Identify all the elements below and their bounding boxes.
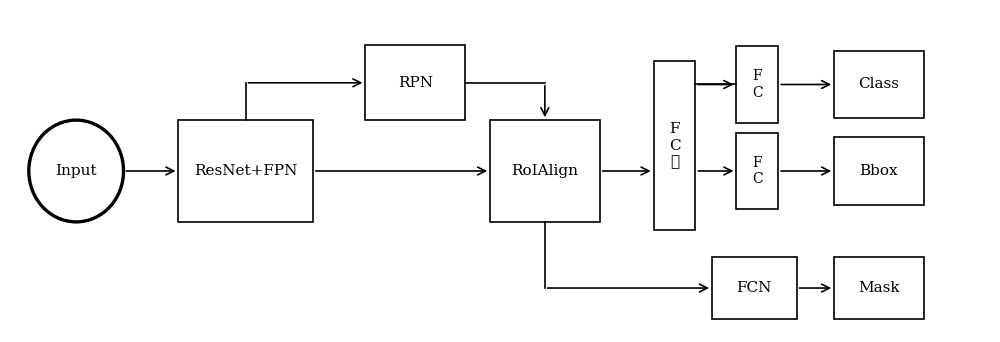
Bar <box>654 61 695 231</box>
Bar <box>736 46 778 123</box>
Bar <box>178 120 313 222</box>
Bar <box>834 51 924 118</box>
Text: Mask: Mask <box>858 281 900 295</box>
Text: Input: Input <box>55 164 97 178</box>
Text: RPN: RPN <box>398 76 433 90</box>
Bar <box>834 137 924 205</box>
Bar <box>834 256 924 319</box>
Text: F
C: F C <box>752 156 763 186</box>
Text: F
C
层: F C 层 <box>669 122 680 169</box>
Bar <box>490 120 600 222</box>
Bar <box>712 256 797 319</box>
Text: Bbox: Bbox <box>860 164 898 178</box>
Text: RoIAlign: RoIAlign <box>511 164 578 178</box>
Text: Class: Class <box>858 78 899 92</box>
Text: FCN: FCN <box>737 281 772 295</box>
Bar <box>365 45 465 120</box>
Ellipse shape <box>29 120 124 222</box>
Text: F
C: F C <box>752 69 763 100</box>
Text: ResNet+FPN: ResNet+FPN <box>194 164 297 178</box>
Bar <box>736 133 778 209</box>
